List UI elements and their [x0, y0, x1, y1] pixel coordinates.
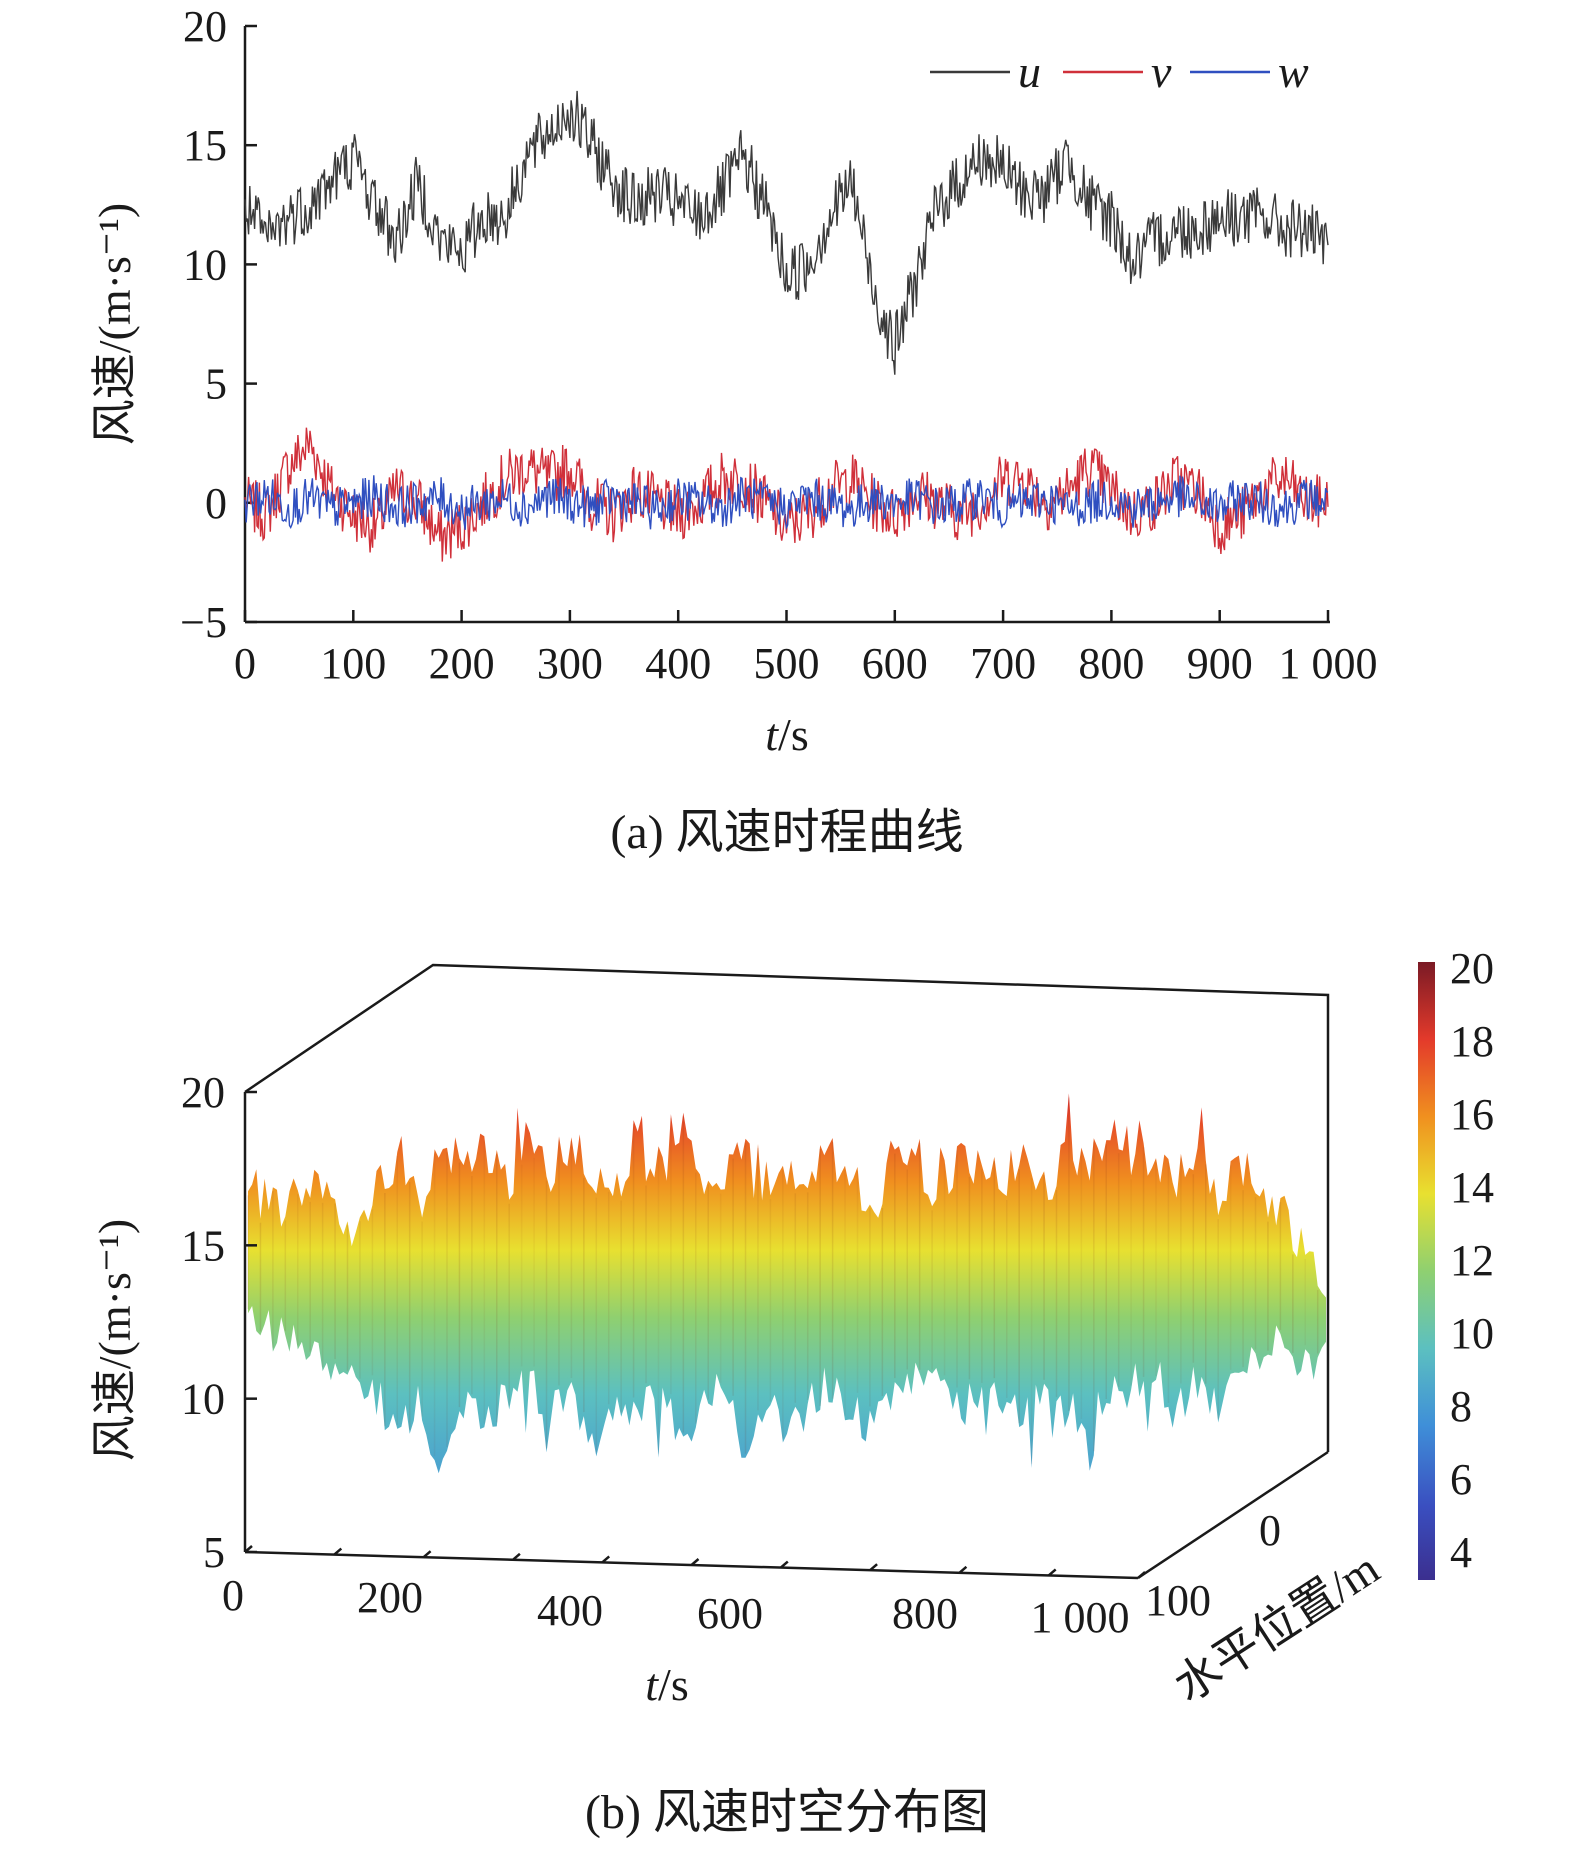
chart-b-z-axis	[1137, 1450, 1329, 1580]
chart-b-xtick-mark	[1047, 1568, 1057, 1577]
colorbar-tick-label: 20	[1450, 944, 1494, 993]
chart-a-xtick-label: 900	[1187, 639, 1253, 688]
chart-b-xtick-label: 1 000	[1031, 1593, 1130, 1642]
chart-b-colorbar-ticks: 20 18 16 14 12 10 8 6 4	[1450, 944, 1494, 1577]
chart-b-xtick-mark	[690, 1558, 700, 1566]
chart-a-ytick-label: 0	[205, 479, 227, 528]
colorbar-tick-label: 10	[1450, 1309, 1494, 1358]
chart-b-surface-texture	[247, 1097, 1319, 1464]
chart-b-z-tick-0: 0	[1259, 1506, 1281, 1555]
colorbar-tick-label: 12	[1450, 1236, 1494, 1285]
chart-b-box-back-top	[244, 963, 1330, 1452]
chart-b-surface	[248, 1093, 1326, 1474]
colorbar-tick-label: 18	[1450, 1017, 1494, 1066]
chart-b-x-ticks: 0 200 400 600 800 1 000	[222, 1545, 1146, 1642]
chart-a-xtick-label: 0	[234, 639, 256, 688]
chart-b-xtick-mark	[869, 1563, 878, 1572]
legend-label-v: v	[1151, 46, 1172, 97]
chart-b-y-axis-label: 风速/(m·s⁻¹)	[89, 1219, 140, 1462]
series-line-v	[244, 427, 1329, 562]
chart-a-xtick-label: 400	[645, 639, 711, 688]
chart-a-xtick-label: 300	[537, 639, 603, 688]
chart-a-ytick-label: 15	[183, 121, 227, 170]
chart-a-xtick-label: 100	[320, 639, 386, 688]
chart-a-series	[244, 90, 1329, 562]
chart-b-xtick-label: 0	[222, 1571, 244, 1620]
colorbar-tick-label: 4	[1450, 1528, 1472, 1577]
chart-b-ytick-label: 10	[181, 1375, 225, 1424]
chart-b-xtick-mark	[601, 1555, 611, 1564]
series-line-u	[244, 90, 1329, 375]
chart-a-ytick-label: 20	[183, 2, 227, 51]
chart-b: 5 10 15 20 0 200 400 600 800 1 000 0 100 风速/(m·s…	[89, 944, 1494, 1839]
chart-b-caption: (b) 风速时空分布图	[585, 1786, 989, 1839]
chart-b-xtick-mark	[333, 1547, 343, 1556]
chart-b-z-tick-100: 100	[1145, 1576, 1211, 1625]
chart-b-xtick-mark	[958, 1565, 968, 1574]
chart-a-xtick-label: 1 000	[1279, 639, 1378, 688]
chart-a-caption: (a) 风速时程曲线	[610, 806, 963, 859]
chart-b-xtick-mark	[512, 1552, 521, 1561]
chart-a-ytick-label: 5	[205, 360, 227, 409]
chart-b-ytick-label: 15	[181, 1221, 225, 1270]
chart-a-legend: u v w	[930, 46, 1309, 97]
chart-b-ytick-label: 20	[181, 1068, 225, 1117]
chart-b-z-axis-label: 水平位置/m	[1165, 1542, 1388, 1712]
chart-a-ytick-label: 10	[183, 240, 227, 289]
chart-a-x-ticks: 0 100 200 300 400 500 600 700 800 900 1 000	[234, 610, 1378, 688]
legend-label-w: w	[1278, 46, 1309, 97]
colorbar-tick-label: 14	[1450, 1163, 1494, 1212]
chart-b-xtick-label: 400	[537, 1586, 603, 1635]
chart-b-x-axis-label: t/s	[645, 1659, 688, 1710]
legend-label-u: u	[1018, 46, 1041, 97]
chart-b-ytick-label: 5	[203, 1528, 225, 1577]
chart-b-xtick-label: 800	[892, 1589, 958, 1638]
chart-b-xtick-mark	[244, 1545, 253, 1553]
colorbar-tick-label: 6	[1450, 1455, 1472, 1504]
chart-a-y-axis-label: 风速/(m·s⁻¹)	[89, 203, 140, 446]
chart-b-xtick-label: 200	[357, 1573, 423, 1622]
chart-a-xtick-label: 700	[970, 639, 1036, 688]
colorbar-tick-label: 8	[1450, 1382, 1472, 1431]
series-line-w	[244, 475, 1329, 531]
chart-a-x-axis-label: t/s	[765, 709, 808, 760]
colorbar-tick-label: 16	[1450, 1090, 1494, 1139]
chart-b-xtick-mark	[422, 1550, 432, 1559]
chart-b-xtick-mark	[1137, 1571, 1146, 1579]
chart-a-ytick-label: −5	[180, 598, 227, 647]
chart-b-xtick-mark	[779, 1560, 789, 1569]
chart-a-xtick-label: 600	[862, 639, 928, 688]
chart-b-y-ticks: 5 10 15 20	[181, 1068, 257, 1577]
chart-b-colorbar	[1418, 962, 1435, 1580]
chart-a-xtick-label: 500	[754, 639, 820, 688]
chart-a-xtick-label: 200	[429, 639, 495, 688]
chart-b-xtick-label: 600	[697, 1589, 763, 1638]
chart-a-y-ticks: −5 0 5 10 15 20	[180, 2, 257, 647]
chart-a-xtick-label: 800	[1078, 639, 1144, 688]
